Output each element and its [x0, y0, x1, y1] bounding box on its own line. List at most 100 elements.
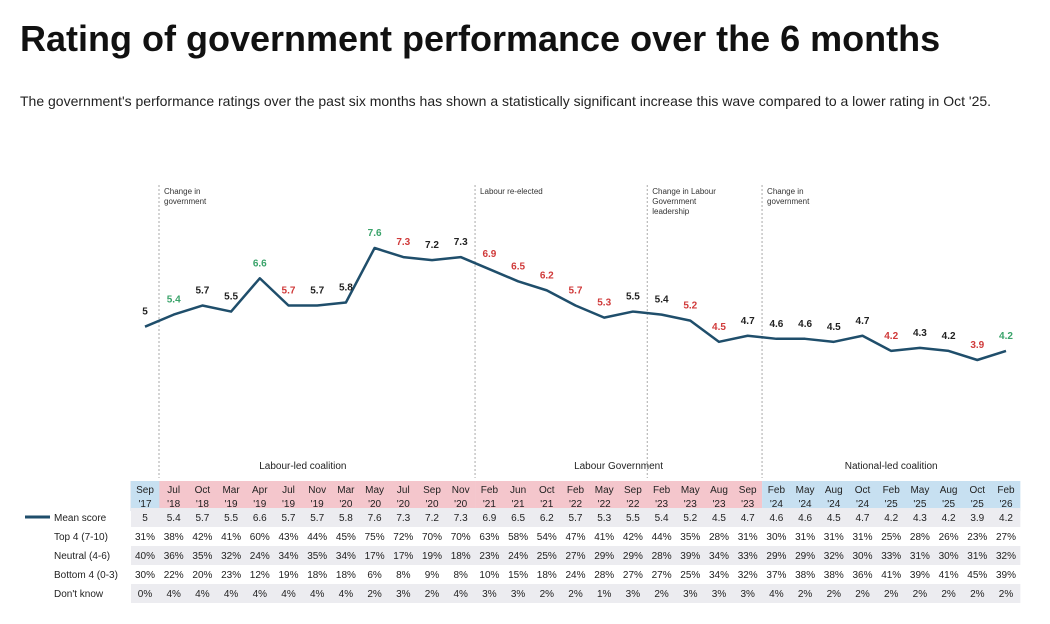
table-cell: 4% — [339, 589, 354, 600]
x-tick-label: '17 — [138, 499, 151, 510]
table-cell: 34% — [336, 551, 356, 562]
x-tick-label: '23 — [684, 499, 697, 510]
x-tick-label: '20 — [454, 499, 467, 510]
x-tick-label: May — [365, 485, 384, 496]
data-label: 5.7 — [310, 286, 324, 297]
x-tick-label: May — [681, 485, 700, 496]
data-label: 5.2 — [683, 301, 697, 312]
table-cell: 19% — [278, 570, 298, 581]
table-cell: 42% — [192, 532, 212, 543]
table-cell: 6.9 — [482, 513, 496, 524]
table-cell: 29% — [594, 551, 614, 562]
table-cell: 2% — [568, 589, 583, 600]
table-cell: 31% — [135, 532, 155, 543]
x-tick-label: '22 — [598, 499, 611, 510]
x-tick-label: '19 — [311, 499, 324, 510]
x-tick-label: Nov — [452, 485, 470, 496]
table-cell: 3.9 — [970, 513, 984, 524]
table-cell: 4% — [253, 589, 268, 600]
table-row-label: Neutral (4-6) — [54, 551, 110, 562]
table-cell: 6.6 — [253, 513, 267, 524]
data-label: 4.2 — [942, 331, 956, 342]
table-cell: 58% — [508, 532, 528, 543]
data-label: 3.9 — [970, 340, 984, 351]
x-tick-label: Apr — [252, 485, 268, 496]
table-cell: 4.7 — [856, 513, 870, 524]
table-cell: 34% — [709, 570, 729, 581]
table-cell: 43% — [278, 532, 298, 543]
x-tick-label: '20 — [339, 499, 352, 510]
data-label: 4.2 — [999, 331, 1013, 342]
table-cell: 41% — [221, 532, 241, 543]
table-cell: 38% — [164, 532, 184, 543]
table-cell: 44% — [307, 532, 327, 543]
table-cell: 5.7 — [569, 513, 583, 524]
table-cell: 39% — [996, 570, 1016, 581]
mean-score-line — [144, 246, 1007, 362]
table-cell: 28% — [652, 551, 672, 562]
period-label: Labour-led coalition — [259, 461, 346, 472]
table-cell: 28% — [709, 532, 729, 543]
table-cell: 2% — [913, 589, 928, 600]
x-tick-label: '23 — [741, 499, 754, 510]
table-cell: 4% — [453, 589, 468, 600]
table-cell: 70% — [451, 532, 471, 543]
x-tick-label: '18 — [167, 499, 180, 510]
table-row-label: Don't know — [54, 589, 104, 600]
table-cell: 5.4 — [167, 513, 181, 524]
data-label: 4.3 — [913, 328, 927, 339]
x-tick-label: '20 — [425, 499, 438, 510]
table-row-background — [131, 584, 1021, 603]
table-cell: 24% — [565, 570, 585, 581]
period-header-band — [475, 481, 763, 511]
table-cell: 30% — [852, 551, 872, 562]
x-tick-label: Jul — [282, 485, 295, 496]
x-tick-label: '24 — [770, 499, 783, 510]
table-cell: 39% — [680, 551, 700, 562]
x-tick-label: '20 — [368, 499, 381, 510]
table-cell: 7.3 — [396, 513, 410, 524]
table-cell: 27% — [565, 551, 585, 562]
table-cell: 7.3 — [454, 513, 468, 524]
table-cell: 4.2 — [999, 513, 1013, 524]
annotation-label: Government — [652, 197, 697, 206]
table-cell: 1% — [597, 589, 612, 600]
table-cell: 44% — [652, 532, 672, 543]
table-cell: 63% — [479, 532, 499, 543]
annotation-label: Change in — [767, 187, 803, 196]
table-cell: 54% — [537, 532, 557, 543]
x-tick-label: '26 — [999, 499, 1012, 510]
table-cell: 38% — [824, 570, 844, 581]
table-cell: 25% — [537, 551, 557, 562]
x-tick-label: '24 — [799, 499, 812, 510]
table-cell: 24% — [250, 551, 270, 562]
table-cell: 2% — [654, 589, 669, 600]
table-cell: 3% — [712, 589, 727, 600]
period-label: Labour Government — [574, 461, 663, 472]
table-cell: 27% — [623, 570, 643, 581]
table-cell: 27% — [652, 570, 672, 581]
x-tick-label: Feb — [653, 485, 671, 496]
x-tick-label: '19 — [282, 499, 295, 510]
table-cell: 45% — [336, 532, 356, 543]
table-cell: 47% — [565, 532, 585, 543]
data-label: 6.6 — [253, 258, 267, 269]
table-cell: 2% — [540, 589, 555, 600]
table-cell: 4.2 — [884, 513, 898, 524]
x-tick-label: Aug — [710, 485, 728, 496]
data-label: 7.3 — [396, 237, 410, 248]
table-cell: 31% — [824, 532, 844, 543]
table-cell: 38% — [795, 570, 815, 581]
table-cell: 18% — [451, 551, 471, 562]
table-cell: 7.2 — [425, 513, 439, 524]
table-cell: 75% — [365, 532, 385, 543]
table-cell: 32% — [221, 551, 241, 562]
table-cell: 2% — [884, 589, 899, 600]
table-cell: 25% — [680, 570, 700, 581]
x-tick-label: Aug — [825, 485, 843, 496]
x-tick-label: Feb — [883, 485, 901, 496]
table-cell: 2% — [425, 589, 440, 600]
table-cell: 39% — [910, 570, 930, 581]
x-tick-label: Feb — [768, 485, 786, 496]
